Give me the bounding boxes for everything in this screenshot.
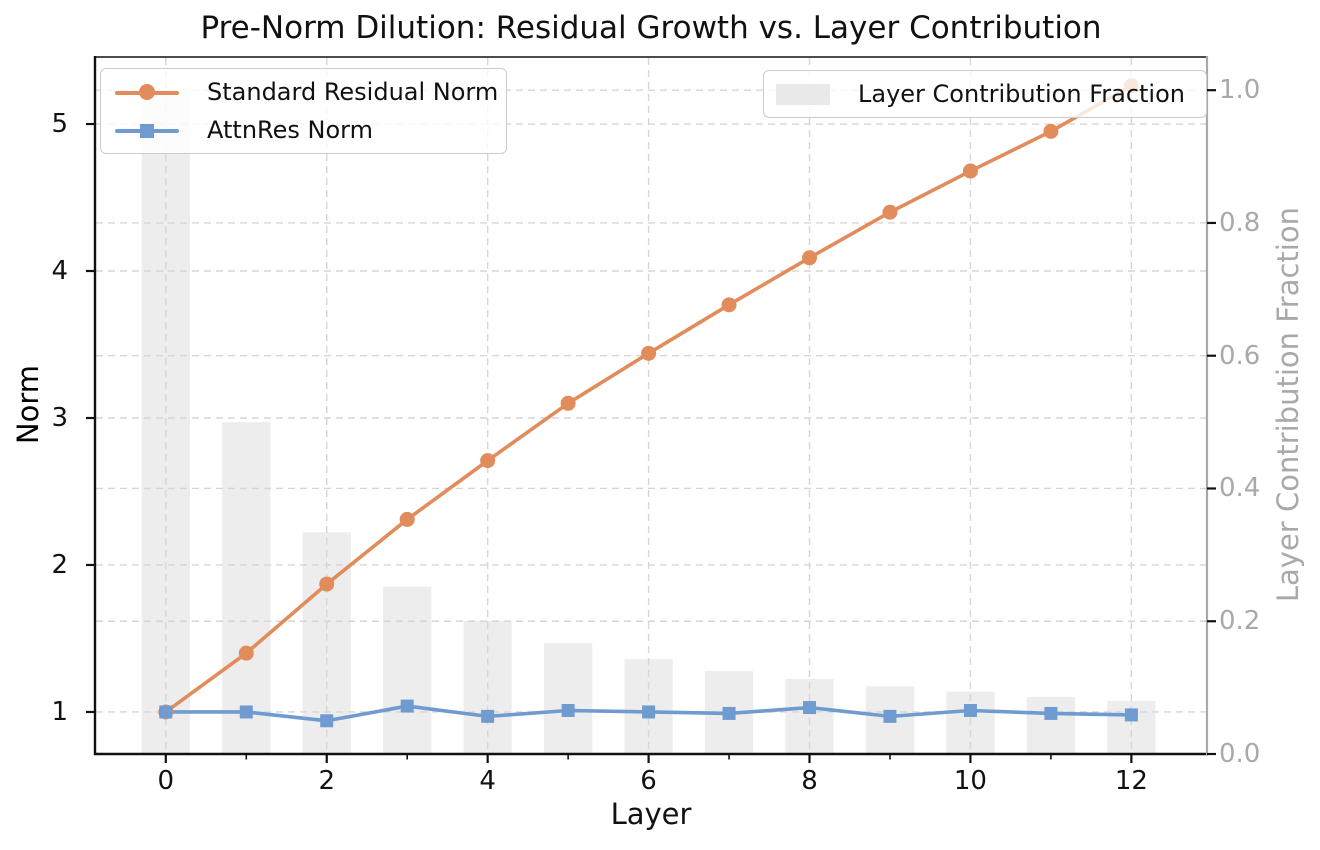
- x-tick-label-6: 6: [640, 766, 657, 796]
- marker-attnres-layer-10: [963, 703, 977, 717]
- legend-label-standard-residual-norm: Standard Residual Norm: [207, 78, 499, 106]
- legend-label-attnres-norm: AttnRes Norm: [207, 116, 373, 144]
- marker-standard-layer-9: [882, 204, 898, 220]
- yfrac-tick-label-0.2: 0.2: [1219, 606, 1261, 637]
- x-tick-label-12: 12: [1114, 766, 1148, 796]
- x-tick-label-10: 10: [953, 766, 987, 796]
- marker-attnres-layer-9: [883, 709, 897, 723]
- bar-layer-8: [785, 678, 834, 753]
- bar-layer-1: [222, 422, 271, 753]
- marker-attnres-layer-7: [722, 706, 736, 720]
- marker-attnres-layer-8: [803, 701, 817, 715]
- yfrac-tick-label-0.0: 0.0: [1219, 739, 1261, 769]
- legend-circle-marker-icon: [139, 84, 155, 100]
- ynorm-tick-label-3: 3: [51, 402, 68, 433]
- bar-layer-5: [543, 643, 593, 753]
- x-tick-label-0: 0: [157, 766, 175, 796]
- y-axis-label-right: Layer Contribution Fraction: [1271, 207, 1305, 603]
- legend-label-layer-contribution: Layer Contribution Fraction: [858, 80, 1185, 108]
- legend-square-marker-icon: [140, 123, 154, 138]
- legend-contribution: Layer Contribution Fraction: [763, 70, 1207, 118]
- marker-attnres-layer-3: [400, 699, 414, 713]
- marker-standard-layer-8: [802, 250, 818, 266]
- marker-attnres-layer-4: [481, 709, 495, 723]
- marker-attnres-layer-1: [239, 705, 253, 719]
- yfrac-tick-label-1.0: 1.0: [1219, 75, 1261, 106]
- marker-standard-layer-11: [1043, 123, 1059, 139]
- yfrac-tick-label-0.6: 0.6: [1219, 340, 1261, 371]
- bar-layer-3: [383, 586, 432, 753]
- marker-attnres-layer-6: [642, 705, 656, 719]
- ynorm-tick-label-1: 1: [51, 696, 68, 727]
- chart-title: Pre-Norm Dilution: Residual Growth vs. L…: [200, 10, 1102, 46]
- marker-standard-layer-3: [399, 511, 415, 527]
- marker-standard-layer-5: [560, 395, 576, 411]
- legend-bar-patch-icon: [776, 83, 830, 105]
- legend-sample-orange: [115, 83, 179, 101]
- marker-attnres-layer-0: [159, 705, 173, 719]
- marker-attnres-layer-11: [1044, 706, 1058, 720]
- yfrac-tick-label-0.4: 0.4: [1219, 473, 1261, 504]
- marker-standard-layer-2: [319, 576, 335, 592]
- yfrac-tick-label-0.8: 0.8: [1219, 207, 1261, 238]
- marker-standard-layer-6: [641, 345, 657, 361]
- bar-layer-11: [1026, 696, 1076, 753]
- legend-item-attnres-norm: AttnRes Norm: [109, 111, 506, 149]
- marker-attnres-layer-5: [561, 703, 575, 717]
- marker-standard-layer-1: [238, 645, 254, 661]
- ynorm-tick-label-5: 5: [51, 109, 68, 140]
- x-axis-label: Layer: [610, 797, 692, 831]
- ynorm-tick-label-2: 2: [51, 549, 68, 580]
- legend-norm: Standard Residual Norm AttnRes Norm: [100, 68, 507, 154]
- ynorm-tick-label-4: 4: [51, 256, 68, 286]
- marker-standard-layer-10: [962, 163, 978, 179]
- marker-attnres-layer-2: [320, 714, 334, 728]
- x-tick-label-4: 4: [479, 766, 496, 796]
- legend-sample-blue: [115, 121, 179, 139]
- marker-standard-layer-4: [480, 453, 496, 469]
- marker-attnres-layer-12: [1124, 708, 1138, 722]
- x-tick-label-2: 2: [318, 766, 335, 796]
- marker-standard-layer-7: [721, 297, 737, 313]
- x-tick-label-8: 8: [801, 766, 818, 796]
- legend-item-standard-residual-norm: Standard Residual Norm: [109, 73, 506, 111]
- legend-item-layer-contribution: Layer Contribution Fraction: [772, 75, 1206, 113]
